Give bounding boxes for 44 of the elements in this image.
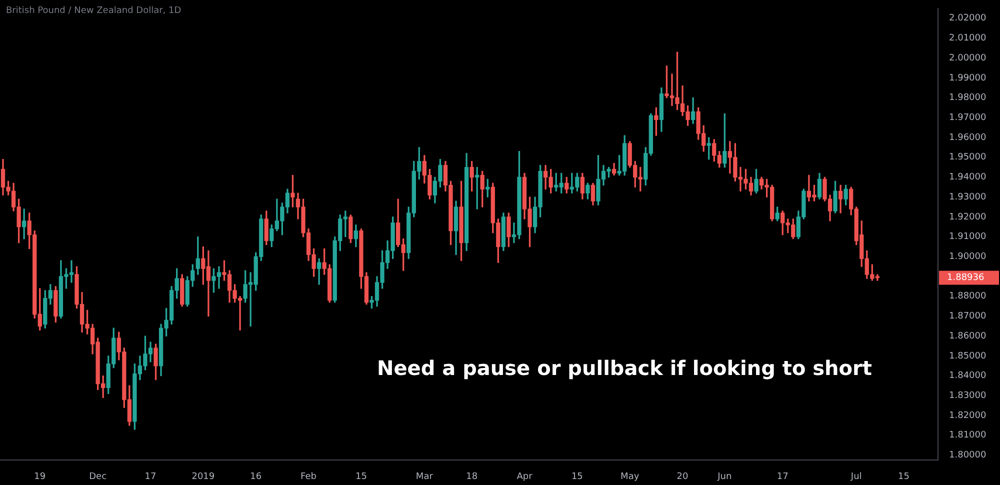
y-tick-label: 1.85000 (949, 351, 986, 362)
x-tick-label: Feb (300, 472, 317, 482)
x-tick-label: Jul (850, 472, 862, 482)
y-tick-label: 1.95000 (949, 152, 986, 163)
x-tick-label: 17 (144, 472, 156, 482)
text: 1.88936 (947, 273, 984, 284)
x-tick-label: 17 (776, 472, 788, 482)
y-tick-label: 1.98000 (949, 93, 986, 104)
y-tick-label: 1.87000 (949, 312, 986, 322)
y-tick-label: 1.96000 (949, 132, 986, 143)
x-tick-label: May (620, 472, 640, 482)
x-tick-label: Apr (516, 472, 533, 482)
x-tick-label: Dec (89, 472, 107, 482)
chart-title: British Pound / New Zealand Dollar, 1D (6, 6, 182, 16)
x-tick-label: 15 (355, 472, 367, 482)
y-tick-label: 1.93000 (949, 192, 986, 202)
y-tick-label: 2.00000 (949, 53, 986, 64)
x-tick-label: 20 (676, 472, 689, 482)
y-tick-label: 1.81000 (949, 430, 986, 441)
x-tick-label: 19 (34, 472, 46, 482)
y-tick-label: 2.02000 (949, 14, 986, 24)
candlestick (22, 208, 26, 240)
y-tick-label: 1.94000 (949, 172, 986, 183)
y-tick-label: 1.82000 (949, 410, 986, 421)
x-tick-label: 16 (250, 472, 262, 482)
y-tick-label: 1.84000 (949, 371, 986, 382)
y-tick-label: 1.80000 (949, 450, 986, 461)
x-tick-label: 15 (898, 472, 910, 482)
x-tick-label: 18 (466, 472, 478, 482)
x-tick-label: Jun (716, 472, 732, 482)
y-tick-label: 1.92000 (949, 212, 986, 222)
y-tick-label: 1.83000 (949, 391, 986, 401)
y-tick-label: 1.91000 (949, 232, 986, 242)
x-tick-label: 2019 (192, 472, 215, 482)
x-tick-label: Mar (416, 472, 434, 482)
y-tick-label: 1.99000 (949, 73, 986, 84)
annotation: Need a pause or pullback if looking to short (377, 356, 872, 380)
y-tick-label: 2.01000 (949, 34, 986, 44)
y-tick-label: 1.86000 (949, 331, 986, 342)
candlestick (316, 258, 322, 285)
y-tick-label: 1.88000 (949, 292, 986, 302)
y-tick-label: 1.97000 (949, 112, 986, 123)
y-tick-label: 1.90000 (949, 252, 986, 262)
x-tick-label: 15 (571, 472, 583, 482)
